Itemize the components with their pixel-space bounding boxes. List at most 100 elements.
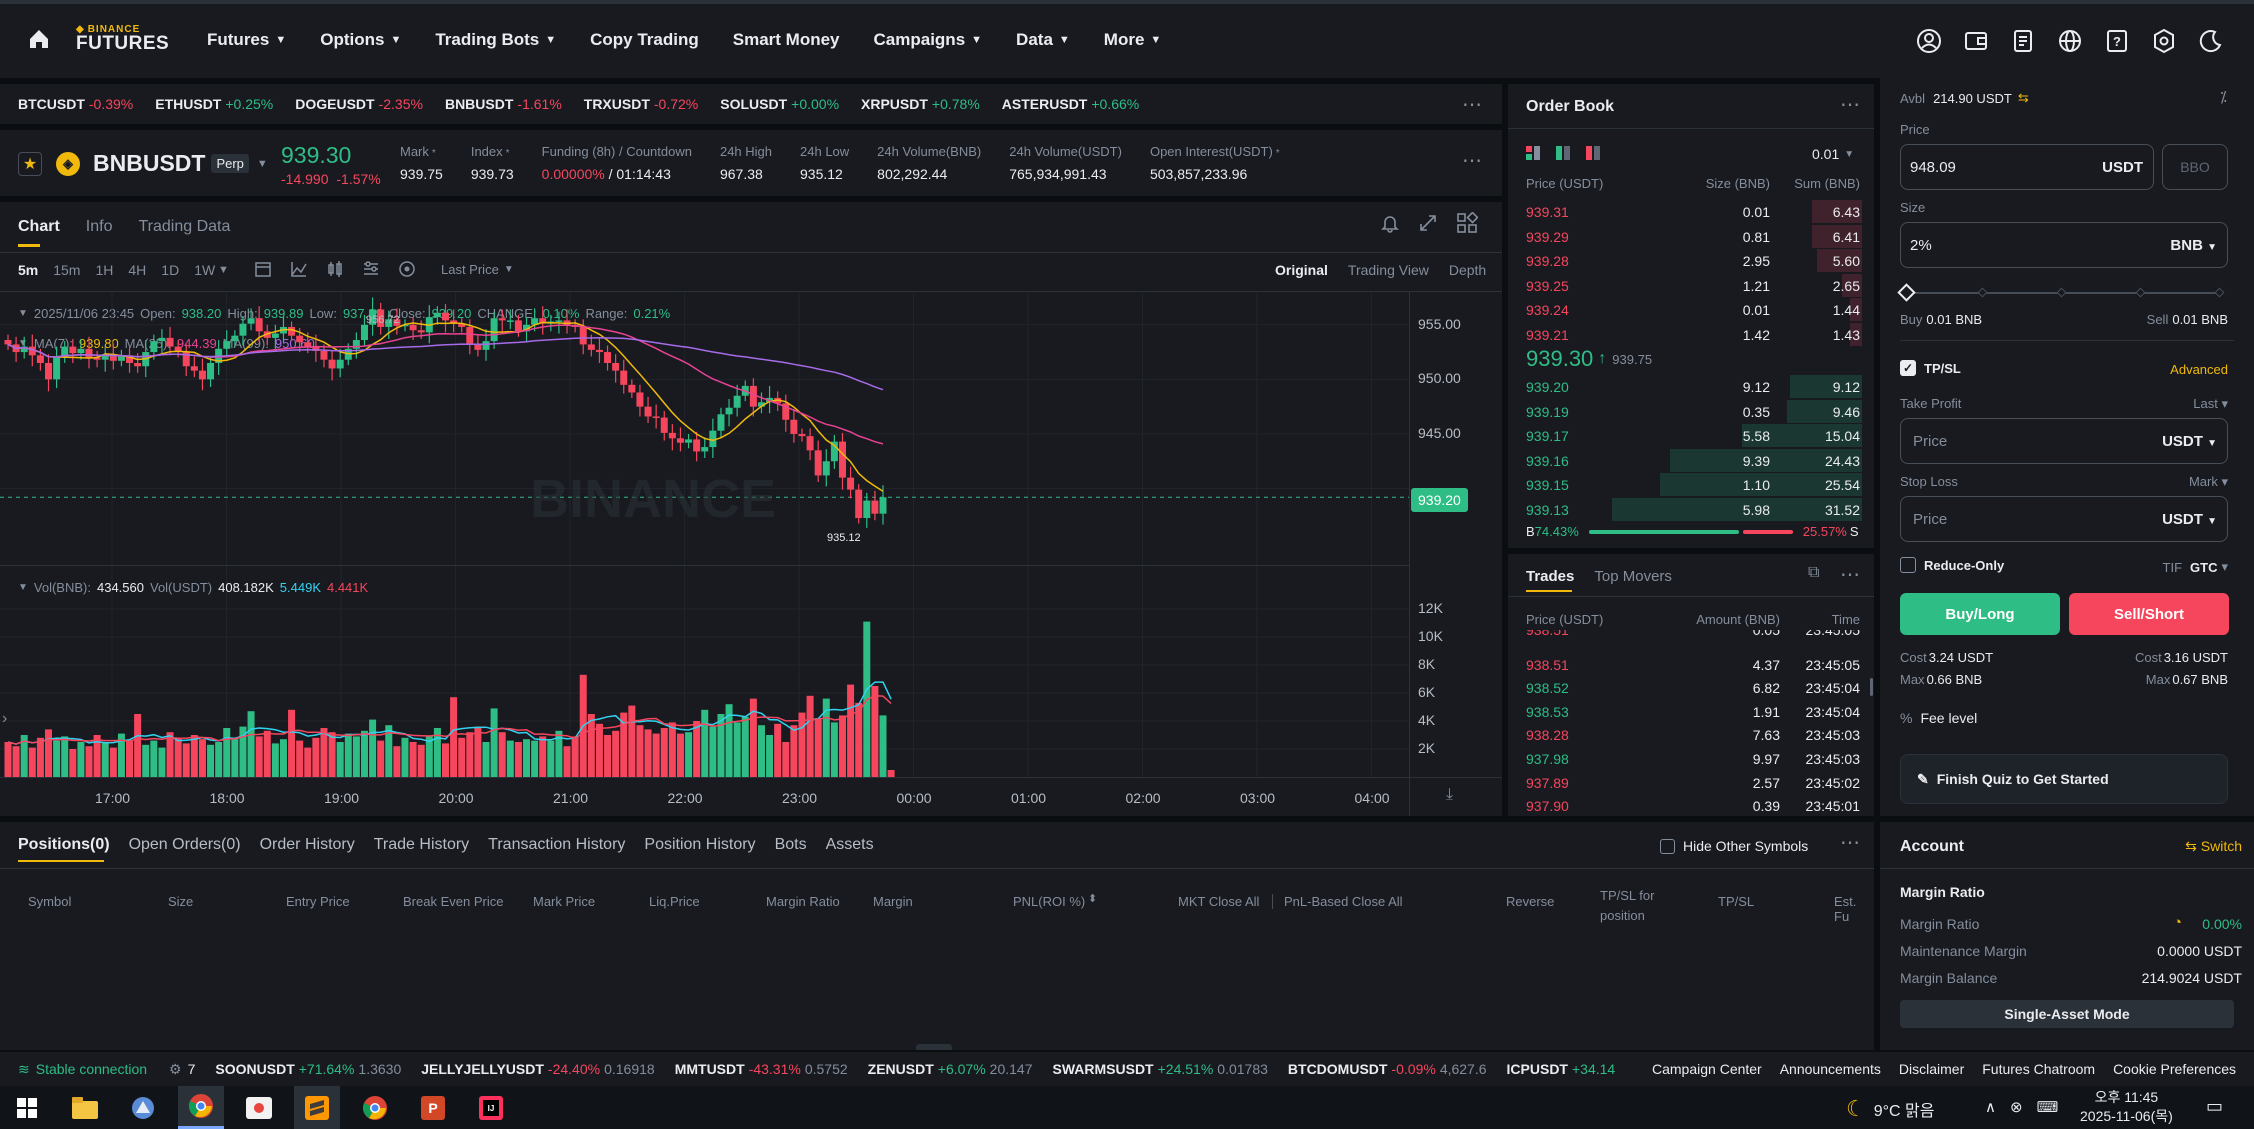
sell-short-button[interactable]: Sell/Short — [2069, 593, 2229, 635]
network-icon[interactable]: ⊗ — [2009, 1099, 2023, 1116]
ticker-item[interactable]: ETHUSDT +0.25% — [155, 96, 273, 112]
interval-5m[interactable]: 5m — [18, 262, 39, 278]
calendar-icon[interactable] — [254, 260, 272, 278]
ticker-item[interactable]: DOGEUSDT -2.35% — [295, 96, 423, 112]
tp-trigger-select[interactable]: Last ▾ — [2193, 396, 2228, 411]
footer-link-cookie-preferences[interactable]: Cookie Preferences — [2113, 1061, 2237, 1077]
tab-open-orders-0-[interactable]: Open Orders(0) — [128, 836, 241, 853]
bid-row[interactable]: 939.19 0.35 9.46 — [1508, 399, 1874, 423]
nav-item-more[interactable]: More ▼ — [1104, 30, 1162, 50]
more-dots-icon[interactable]: ⋯ — [1840, 564, 1860, 586]
nav-item-options[interactable]: Options ▼ — [320, 30, 401, 50]
ask-row[interactable]: 939.31 0.01 6.43 — [1508, 200, 1874, 223]
nav-item-futures[interactable]: Futures ▼ — [207, 30, 286, 50]
footer-link-announcements[interactable]: Announcements — [1779, 1061, 1881, 1077]
tune-icon[interactable]: ⚙ — [169, 1060, 182, 1077]
chevron-up-icon[interactable]: ∧ — [1985, 1099, 1996, 1116]
nav-item-campaigns[interactable]: Campaigns ▼ — [874, 30, 983, 50]
ticker-item[interactable]: XRPUSDT +0.78% — [861, 96, 980, 112]
settings-icon[interactable] — [2151, 28, 2177, 54]
interval-1H[interactable]: 1H — [95, 262, 114, 278]
tab-info[interactable]: Info — [85, 218, 113, 235]
favorite-star-icon[interactable]: ★ — [18, 152, 42, 176]
more-dots-icon[interactable]: ⋯ — [1462, 94, 1482, 116]
bell-icon[interactable] — [1380, 213, 1400, 233]
buy-long-button[interactable]: Buy/Long — [1900, 593, 2060, 635]
marquee-item[interactable]: ZENUSDT +6.07% 20.147 — [868, 1061, 1033, 1077]
ask-row[interactable]: 939.24 0.01 1.44 — [1508, 298, 1874, 321]
bid-row[interactable]: 939.15 1.10 25.54 — [1508, 473, 1874, 496]
ticker-item[interactable]: ASTERUSDT +0.66% — [1002, 96, 1139, 112]
indicator-icon[interactable] — [290, 260, 308, 278]
interval-dropdown-icon[interactable]: ▼ — [218, 264, 229, 276]
chrome-icon[interactable] — [178, 1086, 224, 1129]
scrollbar[interactable] — [1870, 678, 1873, 696]
binance-futures-logo[interactable]: ◆ BINANCE FUTURES — [76, 24, 170, 54]
price-type-select[interactable]: Last Price ▼ — [441, 262, 514, 277]
home-icon[interactable] — [28, 28, 50, 50]
marquee-item[interactable]: SWARMSUSDT +24.51% 0.01783 — [1053, 1061, 1268, 1077]
calculator-icon[interactable]: ⁒ — [2220, 89, 2227, 106]
nav-item-trading-bots[interactable]: Trading Bots ▼ — [435, 30, 556, 50]
tab-position-history[interactable]: Position History — [644, 836, 756, 853]
chrome-icon[interactable] — [352, 1086, 398, 1129]
quiz-button[interactable]: ✎ Finish Quiz to Get Started — [1900, 754, 2228, 804]
tab-trades[interactable]: Trades — [1526, 568, 1575, 585]
advanced-link[interactable]: Advanced — [2170, 362, 2228, 377]
ticker-marquee[interactable]: SOONUSDT +71.64% 1.3630 JELLYJELLYUSDT -24.4… — [215, 1061, 1615, 1077]
tif-select[interactable]: TIF GTC ▾ — [2162, 559, 2228, 575]
weather-widget[interactable]: ☾ 9°C 맑음 — [1846, 1096, 1934, 1122]
marquee-item[interactable]: BTCDOMUSDT -0.09% 4,627.6 — [1288, 1061, 1487, 1077]
intellij-icon[interactable]: IJ — [468, 1086, 514, 1129]
layout-grid-icon[interactable] — [1456, 212, 1478, 234]
tpsl-checkbox[interactable]: ✓ TP/SL — [1900, 360, 1961, 376]
ticker-item[interactable]: BNBUSDT -1.61% — [445, 96, 562, 112]
marquee-item[interactable]: SOONUSDT +71.64% 1.3630 — [215, 1061, 401, 1077]
bid-row[interactable]: 939.20 9.12 9.12 — [1508, 375, 1874, 398]
size-input[interactable]: 2% BNB ▼ — [1900, 222, 2228, 268]
tab-trade-history[interactable]: Trade History — [373, 836, 470, 853]
ime-icon[interactable]: ⌨ — [2036, 1099, 2059, 1116]
size-slider[interactable] — [1897, 283, 2228, 303]
nav-item-data[interactable]: Data ▼ — [1016, 30, 1070, 50]
col-header[interactable]: PNL(ROI %) — [1013, 894, 1086, 909]
expand-icon[interactable] — [1418, 213, 1438, 233]
ticker-item[interactable]: TRXUSDT -0.72% — [584, 96, 698, 112]
take-profit-input[interactable]: Price USDT ▼ — [1900, 418, 2228, 464]
book-bids-icon[interactable] — [1556, 146, 1570, 160]
ask-row[interactable]: 939.21 1.42 1.43 — [1508, 322, 1874, 346]
bid-row[interactable]: 939.16 9.39 24.43 — [1508, 448, 1874, 472]
book-both-icon[interactable] — [1526, 146, 1540, 160]
slider-handle[interactable] — [1897, 283, 1916, 302]
tab-positions-0-[interactable]: Positions(0) — [18, 836, 110, 853]
user-icon[interactable] — [1916, 28, 1942, 54]
orders-icon[interactable] — [2010, 28, 2036, 54]
marquee-item[interactable]: MMTUSDT -43.31% 0.5752 — [675, 1061, 848, 1077]
ask-row[interactable]: 939.28 2.95 5.60 — [1508, 249, 1874, 272]
slider-step[interactable] — [2135, 287, 2146, 298]
marquee-item[interactable]: ICPUSDT+34.14%6. — [1507, 1061, 1616, 1077]
view-depth[interactable]: Depth — [1448, 262, 1487, 278]
app-icon[interactable] — [120, 1086, 166, 1129]
tab-top-movers[interactable]: Top Movers — [1594, 568, 1672, 585]
bid-row[interactable]: 939.13 5.98 31.52 — [1508, 497, 1874, 521]
hide-other-symbols-checkbox[interactable]: Hide Other Symbols — [1660, 838, 1808, 854]
single-asset-mode-button[interactable]: Single-Asset Mode — [1900, 1000, 2234, 1028]
tab-transaction-history[interactable]: Transaction History — [488, 836, 626, 853]
ticker-item[interactable]: SOLUSDT +0.00% — [720, 96, 839, 112]
start-icon[interactable] — [4, 1086, 50, 1129]
slider-step[interactable] — [2056, 287, 2067, 298]
tab-bots[interactable]: Bots — [774, 836, 807, 853]
ask-row[interactable]: 939.25 1.21 2.65 — [1508, 273, 1874, 297]
reset-scale-icon[interactable]: ⤓ — [1446, 786, 1454, 803]
interval-1D[interactable]: 1D — [161, 262, 180, 278]
nav-item-copy-trading[interactable]: Copy Trading — [590, 30, 699, 50]
bbo-button[interactable]: BBO — [2162, 144, 2228, 190]
reduce-only-checkbox[interactable]: Reduce-Only — [1900, 557, 2004, 573]
interval-15m[interactable]: 15m — [53, 262, 81, 278]
slider-step[interactable] — [1977, 287, 1988, 298]
trades-list[interactable]: 938.51 0.05 23:45:05 938.51 4.37 23:45:05 938.… — [1508, 630, 1874, 816]
wallet-icon[interactable] — [1963, 28, 1989, 54]
photo-app-icon[interactable] — [236, 1086, 282, 1129]
price-input[interactable]: 948.09 USDT — [1900, 144, 2154, 190]
